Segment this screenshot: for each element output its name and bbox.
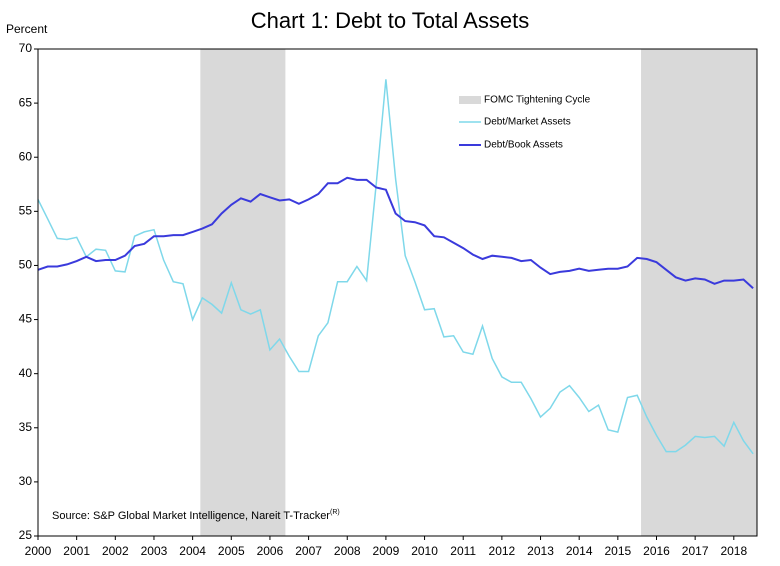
y-tick-label: 50 [19,258,33,272]
legend-swatch [459,96,481,104]
legend-label: Debt/Market Assets [484,117,571,128]
x-tick-label: 2014 [566,544,593,558]
x-tick-label: 2010 [411,544,438,558]
source-superscript: (R) [330,509,340,516]
x-tick-label: 2009 [373,544,400,558]
x-tick-label: 2016 [643,544,670,558]
x-tick-label: 2013 [527,544,554,558]
x-tick-label: 2004 [179,544,206,558]
source-text: Source: S&P Global Market Intelligence, … [52,510,330,522]
x-tick-label: 2006 [257,544,284,558]
x-tick-label: 2007 [295,544,322,558]
shaded-region [200,49,286,536]
y-tick-label: 65 [19,95,33,109]
plot-frame [37,48,758,537]
legend-label: Debt/Book Assets [484,140,563,151]
y-tick-label: 60 [19,149,33,163]
x-tick-label: 2015 [604,544,631,558]
legend-label: FOMC Tightening Cycle [484,95,591,106]
y-tick-label: 35 [19,420,33,434]
chart-title: Chart 1: Debt to Total Assets [251,8,529,33]
x-tick-label: 2005 [218,544,245,558]
x-tick-label: 2003 [141,544,168,558]
x-tick-label: 2008 [334,544,361,558]
y-axis-label: Percent [6,22,48,36]
x-tick-label: 2011 [450,544,476,558]
x-tick-label: 2001 [63,544,90,558]
series-line [37,176,754,289]
y-tick-label: 30 [19,474,33,488]
y-tick-label: 55 [19,204,33,218]
series-line [37,79,754,455]
x-tick-label: 2018 [720,544,747,558]
y-tick-label: 45 [19,312,33,326]
x-tick-label: 2002 [102,544,129,558]
y-tick-label: 70 [19,41,33,55]
y-tick-label: 40 [19,366,33,380]
plot-area: 25 30 35 40 45 50 55 60 65 70 2000 2001 2002 2003 2004… [19,41,758,558]
x-tick-label: 2012 [489,544,516,558]
x-tick-label: 2000 [25,544,52,558]
shaded-region [641,49,757,536]
x-tick-label: 2017 [682,544,709,558]
source-note: Source: S&P Global Market Intelligence, … [52,509,340,522]
y-tick-label: 25 [19,528,33,542]
